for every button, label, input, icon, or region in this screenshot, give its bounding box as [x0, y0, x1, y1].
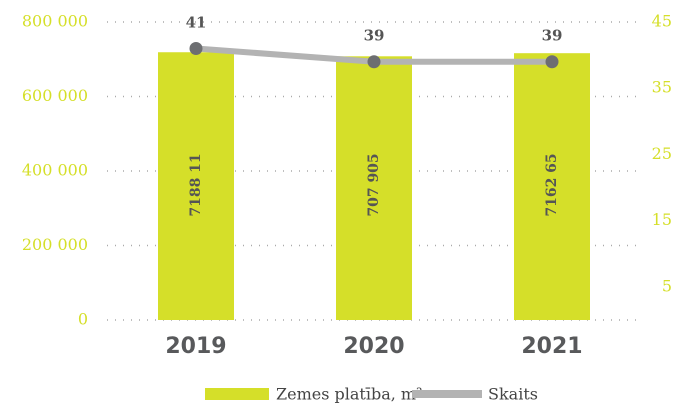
- y-tick-label: 200 000: [22, 235, 88, 254]
- y-tick-label: 800 000: [22, 12, 88, 31]
- y-tick-label: 600 000: [22, 86, 88, 105]
- bar: [158, 52, 234, 321]
- line-value-label: 41: [186, 13, 207, 31]
- bar-value-label: 707 905: [366, 153, 382, 216]
- legend-label: Zemes platība, m²: [276, 385, 423, 404]
- bar-value-label: 7162 65: [544, 153, 560, 216]
- x-tick-label: 2020: [343, 334, 404, 359]
- legend-swatch: [412, 390, 482, 398]
- line-marker: [545, 55, 559, 69]
- legend-label: Skaits: [488, 385, 538, 404]
- x-tick-label: 2021: [521, 334, 582, 359]
- line-value-label: 39: [542, 27, 563, 45]
- bar-value-label: 7188 11: [188, 153, 204, 216]
- y-tick-label: 0: [78, 310, 88, 329]
- y2-tick-label: 5: [662, 276, 672, 295]
- legend-swatch: [205, 388, 269, 400]
- bar: [514, 53, 590, 321]
- y2-tick-label: 45: [652, 12, 672, 31]
- bar: [336, 56, 412, 320]
- y2-tick-label: 15: [652, 210, 672, 229]
- line-value-label: 39: [364, 27, 385, 45]
- line-marker: [367, 55, 381, 69]
- y2-tick-label: 25: [652, 144, 672, 163]
- y2-tick-label: 35: [652, 78, 672, 97]
- x-tick-label: 2019: [165, 334, 226, 359]
- y-tick-label: 400 000: [22, 161, 88, 180]
- line-marker: [189, 41, 203, 55]
